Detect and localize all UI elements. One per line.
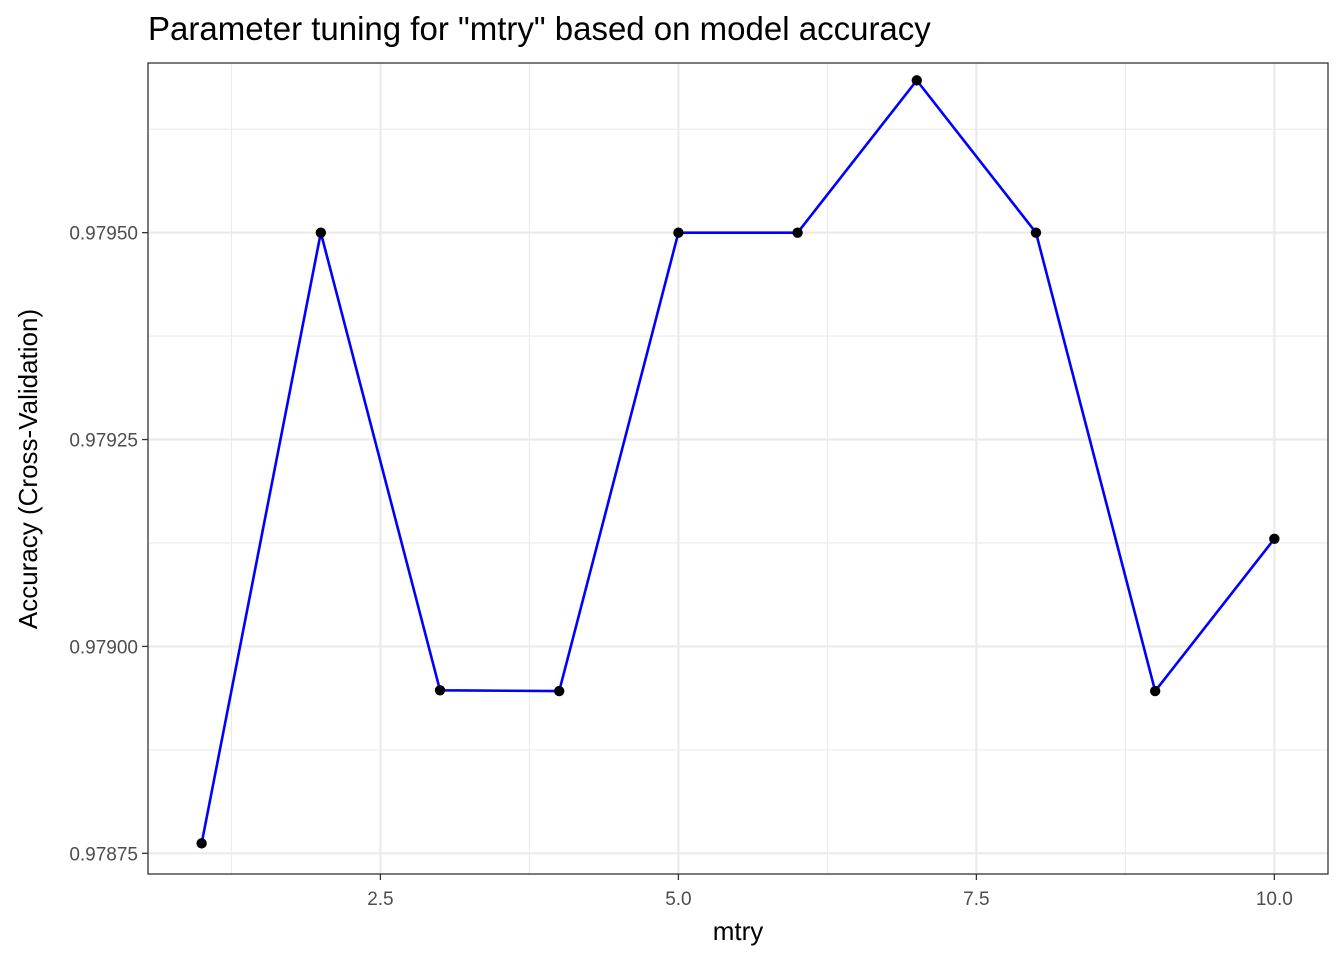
data-point — [554, 685, 565, 697]
series-line — [200, 79, 1276, 844]
x-tick-label: 2.5 — [367, 889, 393, 910]
data-point — [315, 227, 327, 238]
data-point — [196, 838, 207, 849]
x-tick-label: 5.0 — [665, 889, 691, 910]
x-tick-label: 10.0 — [1256, 889, 1293, 910]
major-gridlines — [148, 63, 1328, 874]
data-point — [1149, 685, 1161, 697]
data-point — [911, 75, 922, 86]
data-point — [673, 227, 684, 238]
chart-title: Parameter tuning for "mtry" based on mod… — [148, 10, 931, 47]
data-point — [1030, 227, 1042, 238]
data-point — [792, 227, 803, 238]
x-axis: 2.5 5.0 7.5 10.0 — [367, 874, 1293, 910]
data-point — [1269, 533, 1280, 545]
y-tick-label: 0.97900 — [69, 637, 138, 658]
y-axis: 0.97875 0.97900 0.97925 0.97950 — [69, 224, 148, 865]
data-point — [434, 685, 446, 696]
plot-panel-border — [147, 62, 1329, 875]
x-tick-label: 7.5 — [963, 889, 989, 910]
minor-gridlines — [148, 63, 1328, 874]
y-tick-label: 0.97950 — [69, 224, 138, 245]
y-tick-label: 0.97875 — [69, 844, 138, 865]
series-layer — [196, 75, 1280, 849]
y-axis-title: Accuracy (Cross-Validation) — [13, 309, 43, 629]
y-tick-label: 0.97925 — [69, 431, 138, 452]
x-axis-title: mtry — [713, 916, 764, 946]
